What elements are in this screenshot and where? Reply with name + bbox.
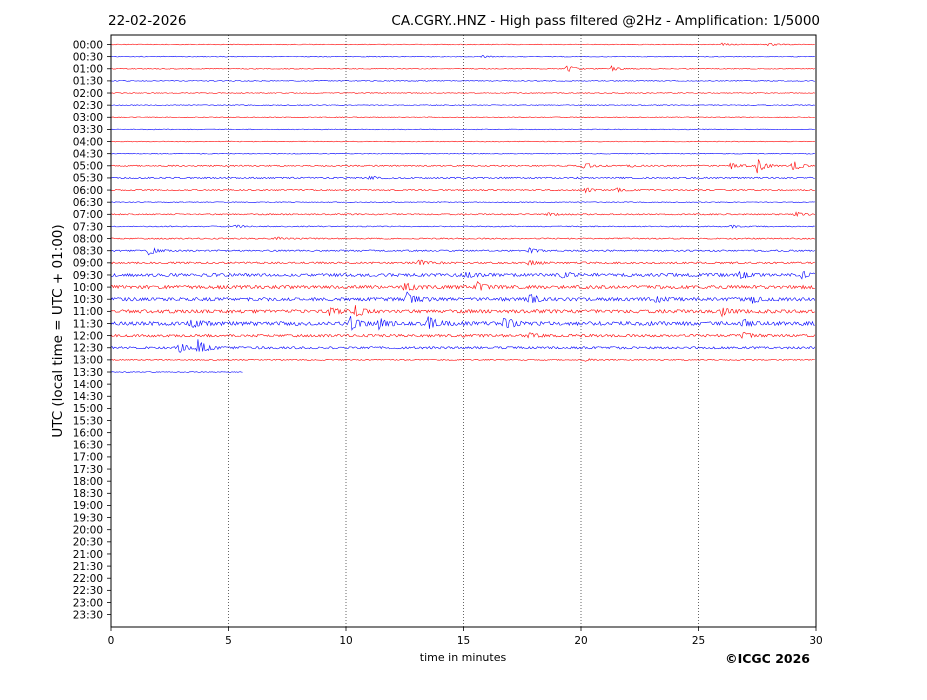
x-axis-label: time in minutes [420,651,507,664]
y-tick-label: 01:00 [73,64,103,76]
y-tick-label: 04:00 [73,136,103,148]
trace-13:00 [110,358,815,362]
y-tick-label: 09:00 [73,258,103,270]
y-tick-label: 02:30 [73,100,103,112]
trace-11:30 [110,316,815,331]
y-axis-label: UTC (local time = UTC + 01:00) [50,224,66,437]
y-tick-label: 12:00 [73,330,103,342]
header-date: 22-02-2026 [108,13,186,29]
x-tick-label: 20 [574,635,587,647]
trace-06:00 [110,187,815,194]
trace-03:30 [110,128,815,131]
y-tick-label: 14:00 [73,379,103,391]
y-tick-label: 20:30 [73,537,103,549]
y-tick-label: 01:30 [73,76,103,88]
trace-12:30 [110,339,816,353]
trace-09:00 [110,259,815,266]
grid-layer [228,35,699,627]
x-tick-label: 5 [225,635,232,647]
y-tick-label: 23:30 [73,609,103,621]
y-tick-label: 16:00 [73,427,103,439]
x-tick-label: 15 [457,635,470,647]
y-tick-label: 09:30 [73,270,103,282]
trace-06:30 [110,201,815,203]
trace-09:30 [110,270,816,280]
trace-02:00 [110,92,815,94]
trace-08:30 [110,247,816,256]
trace-10:00 [110,281,815,291]
y-tick-label: 19:30 [73,512,103,524]
trace-08:00 [110,236,816,241]
trace-layer [110,42,816,373]
y-tick-label: 10:00 [73,282,103,294]
plot-frame [110,34,817,628]
trace-04:00 [110,140,815,143]
y-tick-label: 13:30 [73,367,103,379]
y-tick-label: 03:30 [73,124,103,136]
trace-11:00 [110,305,815,318]
trace-13:30 [110,371,243,373]
trace-04:30 [110,152,815,155]
trace-05:00 [110,158,816,174]
y-tick-label: 07:00 [73,209,103,221]
trace-00:30 [110,55,815,58]
y-tick-label: 21:30 [73,561,103,573]
trace-01:30 [110,80,815,82]
y-tick-label: 06:00 [73,185,103,197]
trace-12:00 [110,331,816,339]
y-tick-label: 15:30 [73,415,103,427]
trace-07:30 [110,224,815,229]
y-tick-label: 17:30 [73,464,103,476]
y-tick-label: 18:00 [73,476,103,488]
y-tick-label: 15:00 [73,403,103,415]
y-tick-label: 00:00 [73,39,103,51]
y-tick-label: 19:00 [73,500,103,512]
y-tick-label: 20:00 [73,525,103,537]
y-tick-label: 10:30 [73,294,103,306]
y-tick-label: 22:30 [73,585,103,597]
y-tick-label: 16:30 [73,440,103,452]
trace-01:00 [110,65,815,72]
y-tick-label: 08:30 [73,246,103,258]
y-tick-label: 22:00 [73,573,103,585]
y-tick-label: 21:00 [73,549,103,561]
y-tick-label: 03:00 [73,112,103,124]
y-tick-label: 18:30 [73,488,103,500]
y-tick-label: 07:30 [73,221,103,233]
y-tick-label: 02:00 [73,88,103,100]
y-axis-ticks: 00:0000:3001:0001:3002:0002:3003:0003:30… [73,39,111,621]
y-tick-label: 23:00 [73,597,103,609]
y-tick-label: 00:30 [73,51,103,63]
trace-05:30 [110,175,815,181]
y-tick-label: 05:30 [73,173,103,185]
x-tick-label: 10 [339,635,352,647]
copyright-label: ©ICGC 2026 [725,651,810,666]
chart-title: CA.CGRY..HNZ - High pass filtered @2Hz -… [391,13,820,29]
y-tick-label: 14:30 [73,391,103,403]
y-tick-label: 06:30 [73,197,103,209]
x-axis-ticks: 0 5 10 15 20 25 30 [108,627,823,647]
y-tick-label: 08:00 [73,233,103,245]
x-tick-label: 0 [108,635,115,647]
x-tick-label: 30 [809,635,822,647]
y-tick-label: 04:30 [73,148,103,160]
y-tick-label: 12:30 [73,343,103,355]
trace-00:00 [110,42,815,47]
trace-07:00 [110,211,816,218]
y-tick-label: 17:00 [73,452,103,464]
y-tick-label: 11:00 [73,306,103,318]
trace-10:30 [110,291,816,304]
y-tick-label: 05:00 [73,161,103,173]
x-tick-label: 25 [692,635,705,647]
trace-03:00 [110,116,815,119]
trace-02:30 [110,104,815,106]
y-tick-label: 13:00 [73,355,103,367]
y-tick-label: 11:30 [73,318,103,330]
